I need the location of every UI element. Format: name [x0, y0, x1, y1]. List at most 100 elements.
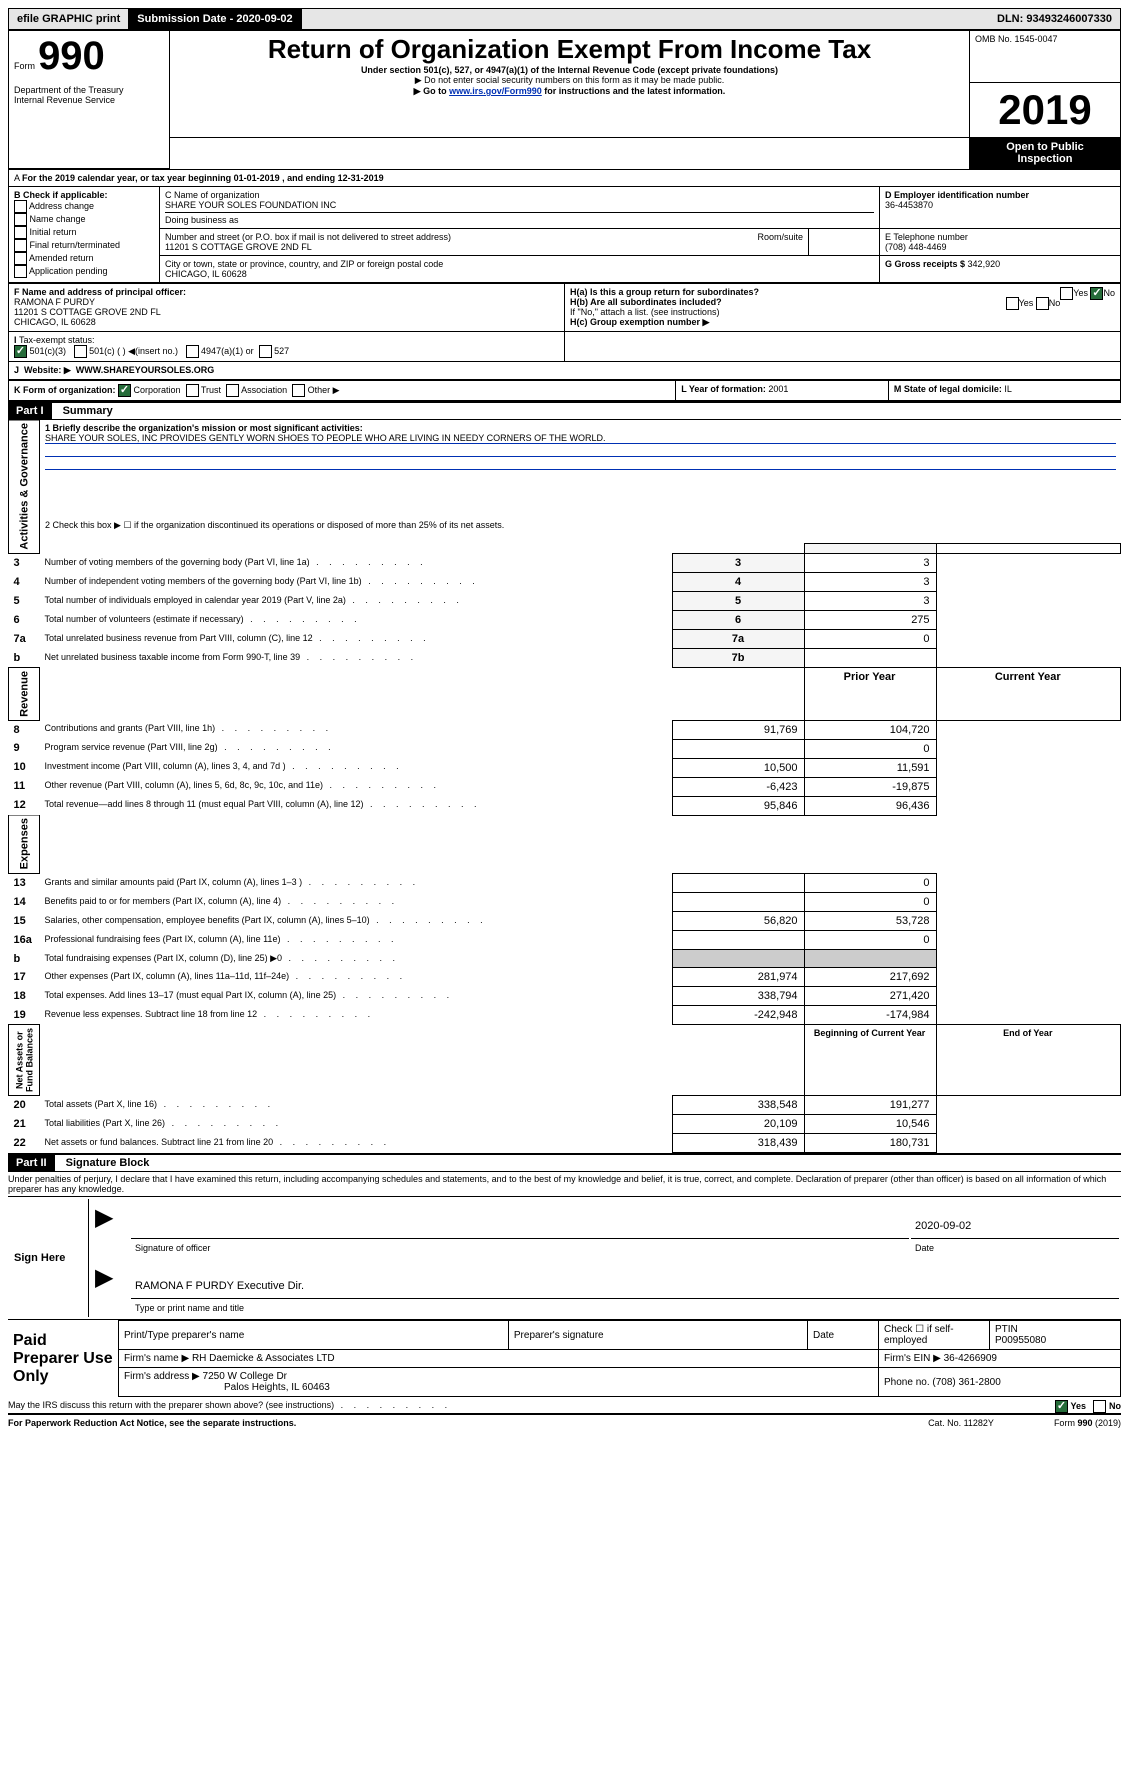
m-label: M State of legal domicile:: [894, 384, 1005, 394]
line-number: 20: [9, 1096, 40, 1115]
line-box: 7a: [672, 630, 804, 649]
firm-ein-label: Firm's EIN ▶: [884, 1353, 944, 1364]
line-number: 5: [9, 592, 40, 611]
part1-table: Activities & Governance 1 Briefly descri…: [8, 420, 1121, 1154]
signature-table: Sign Here ▶ 2020-09-02 Signature of offi…: [8, 1197, 1121, 1320]
sign-here-label: Sign Here: [10, 1199, 89, 1317]
current-year-value: 0: [804, 874, 936, 893]
part1-header-row: Part I Summary: [8, 401, 1121, 420]
line-label: Other revenue (Part VIII, column (A), li…: [40, 777, 673, 796]
line-number: 19: [9, 1006, 40, 1025]
part2-header-row: Part II Signature Block: [8, 1153, 1121, 1172]
gross-receipts-value: 342,920: [968, 259, 1001, 269]
current-year-value: 53,728: [804, 912, 936, 931]
line-label: Number of voting members of the governin…: [40, 554, 673, 573]
officer-addr1: 11201 S COTTAGE GROVE 2ND FL: [14, 307, 559, 317]
checkbox-column: B Check if applicable: Address change Na…: [9, 186, 160, 282]
h-a: H(a) Is this a group return for subordin…: [570, 287, 1115, 297]
line-value: 3: [804, 554, 936, 573]
prior-year-value: [672, 950, 804, 968]
current-year-value: -19,875: [804, 777, 936, 796]
current-year-value: 96,436: [804, 796, 936, 815]
checkbox-option[interactable]: Final return/terminated: [14, 239, 154, 252]
footer-row: For Paperwork Reduction Act Notice, see …: [8, 1415, 1121, 1428]
checkbox-option[interactable]: Initial return: [14, 226, 154, 239]
city-label: City or town, state or province, country…: [165, 259, 874, 269]
firm-ein: 36-4266909: [944, 1353, 997, 1364]
line-value: [804, 649, 936, 668]
l-label: L Year of formation:: [681, 384, 768, 394]
line-number: 3: [9, 554, 40, 573]
line-label: Total expenses. Add lines 13–17 (must eq…: [40, 987, 673, 1006]
irs-link[interactable]: www.irs.gov/Form990: [449, 86, 542, 96]
checkbox-option[interactable]: Amended return: [14, 252, 154, 265]
line-number: 4: [9, 573, 40, 592]
line-number: 14: [9, 893, 40, 912]
website-value[interactable]: WWW.SHAREYOURSOLES.ORG: [76, 365, 215, 375]
current-year-value: 180,731: [804, 1134, 936, 1153]
addr-label: Number and street (or P.O. box if mail i…: [165, 232, 451, 242]
current-year-value: 11,591: [804, 758, 936, 777]
line-value: 3: [804, 592, 936, 611]
col-begin: Beginning of Current Year: [804, 1025, 936, 1096]
prior-year-value: 338,548: [672, 1096, 804, 1115]
form-label: Form: [14, 61, 35, 71]
k-l-m-row: K Form of organization: ✓ Corporation Tr…: [8, 380, 1121, 401]
city-value: CHICAGO, IL 60628: [165, 269, 874, 279]
line-number: 7a: [9, 630, 40, 649]
line-label: Total fundraising expenses (Part IX, col…: [40, 950, 673, 968]
line-label: Salaries, other compensation, employee b…: [40, 912, 673, 931]
line-label: Net assets or fund balances. Subtract li…: [40, 1134, 673, 1153]
officer-block: F Name and address of principal officer:…: [8, 283, 1121, 380]
checkbox-option[interactable]: Application pending: [14, 265, 154, 278]
col-end: End of Year: [936, 1025, 1120, 1096]
line-label: Total number of volunteers (estimate if …: [40, 611, 673, 630]
officer-name: RAMONA F PURDY: [14, 297, 559, 307]
prior-year-value: -242,948: [672, 1006, 804, 1025]
part2-header: Part II: [8, 1155, 55, 1171]
current-year-value: 191,277: [804, 1096, 936, 1115]
firm-addr2: Palos Heights, IL 60463: [124, 1382, 330, 1393]
line-label: Contributions and grants (Part VIII, lin…: [40, 720, 673, 739]
checkbox-option[interactable]: Address change: [14, 200, 154, 213]
vlabel-revenue: Revenue: [9, 668, 40, 721]
form-header: Form 990 Return of Organization Exempt F…: [8, 30, 1121, 169]
firm-addr1: 7250 W College Dr: [203, 1371, 287, 1382]
note-ssn: ▶ Do not enter social security numbers o…: [175, 75, 964, 86]
line-box: 5: [672, 592, 804, 611]
sig-date-label: Date: [911, 1238, 1119, 1257]
line-label: Program service revenue (Part VIII, line…: [40, 739, 673, 758]
prior-year-value: 91,769: [672, 720, 804, 739]
current-year-value: 0: [804, 893, 936, 912]
cat-no: Cat. No. 11282Y: [928, 1418, 994, 1428]
line-label: Total revenue—add lines 8 through 11 (mu…: [40, 796, 673, 815]
prior-year-value: [672, 931, 804, 950]
line-number: 10: [9, 758, 40, 777]
officer-addr2: CHICAGO, IL 60628: [14, 317, 559, 327]
dept-treasury: Department of the Treasury Internal Reve…: [9, 82, 170, 168]
part2-title: Signature Block: [58, 1157, 150, 1169]
form-number: 990: [38, 34, 105, 78]
line-number: b: [9, 950, 40, 968]
gross-receipts-label: G Gross receipts $: [885, 259, 968, 269]
line-number: 8: [9, 720, 40, 739]
prior-year-value: [672, 874, 804, 893]
prep-self-employed: Check ☐ if self-employed: [879, 1321, 990, 1350]
vlabel-net: Net Assets or Fund Balances: [9, 1025, 40, 1096]
line-label: Total number of individuals employed in …: [40, 592, 673, 611]
efile-label[interactable]: efile GRAPHIC print: [9, 9, 129, 29]
line-number: 6: [9, 611, 40, 630]
checkbox-option[interactable]: Name change: [14, 213, 154, 226]
firm-name-label: Firm's name ▶: [124, 1353, 192, 1364]
line-label: Investment income (Part VIII, column (A)…: [40, 758, 673, 777]
prior-year-value: [672, 893, 804, 912]
note-link: ▶ Go to www.irs.gov/Form990 for instruct…: [175, 86, 964, 97]
line-label: Grants and similar amounts paid (Part IX…: [40, 874, 673, 893]
prep-date-label: Date: [808, 1321, 879, 1350]
line-label: Net unrelated business taxable income fr…: [40, 649, 673, 668]
current-year-value: -174,984: [804, 1006, 936, 1025]
officer-label: F Name and address of principal officer:: [14, 287, 559, 297]
line-label: Other expenses (Part IX, column (A), lin…: [40, 968, 673, 987]
ein-label: D Employer identification number: [885, 190, 1115, 200]
line-label: Professional fundraising fees (Part IX, …: [40, 931, 673, 950]
